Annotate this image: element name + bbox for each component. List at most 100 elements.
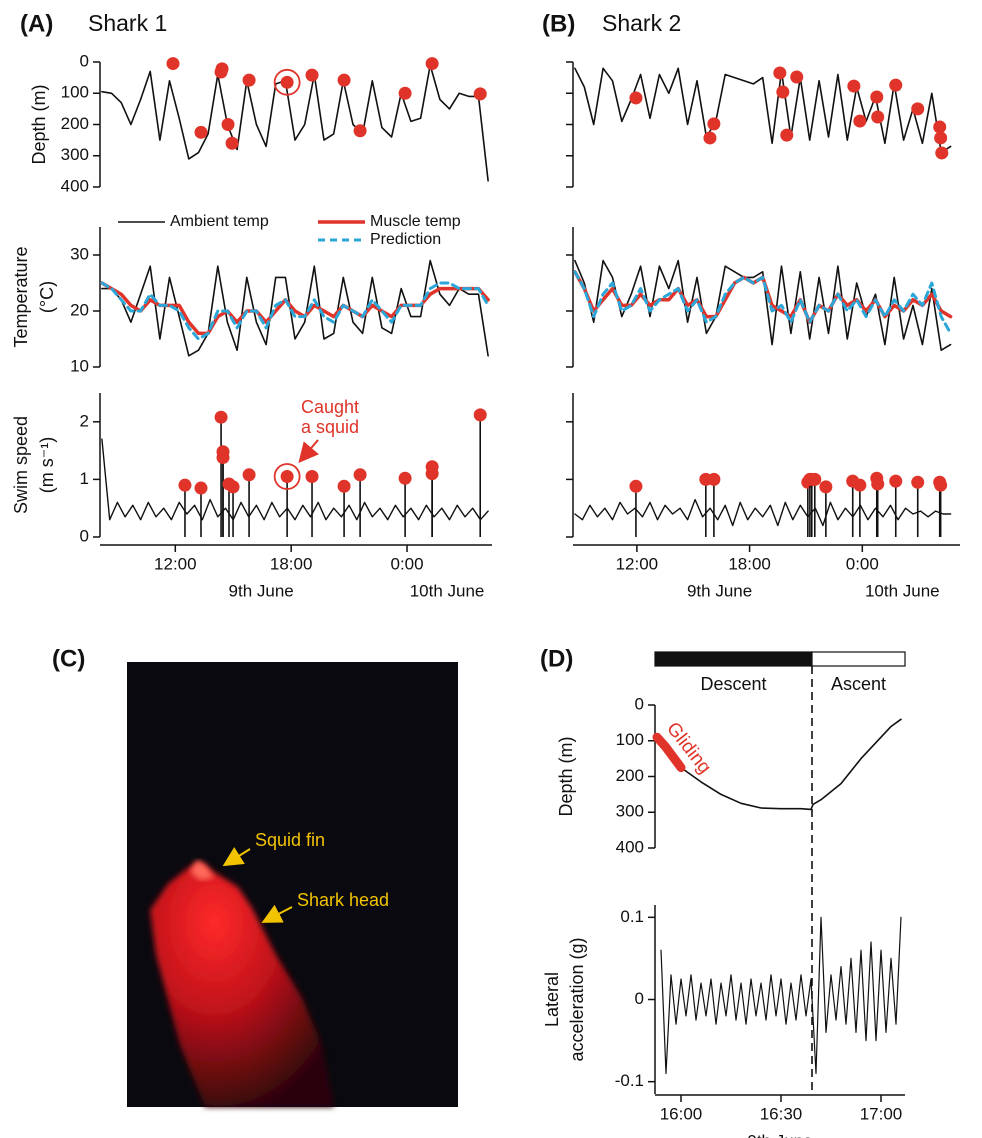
y-axis-label: Temperature <box>11 246 31 347</box>
series-line <box>574 67 952 154</box>
y-tick-label: 200 <box>616 766 644 785</box>
event-dot <box>194 481 208 495</box>
series-line <box>101 438 489 521</box>
series-line <box>573 270 953 335</box>
annotation: a squid <box>301 417 359 437</box>
event-dot <box>280 75 294 89</box>
y-tick-label: 400 <box>616 837 644 856</box>
y-tick-label: 300 <box>61 145 89 164</box>
event-dot <box>242 468 256 482</box>
legend-label: Muscle temp <box>370 213 461 230</box>
panel-label: (C) <box>52 645 85 672</box>
event-dot <box>337 73 351 87</box>
y-axis-label: acceleration (g) <box>567 937 587 1061</box>
y-axis-label: (°C) <box>37 281 57 313</box>
event-dot <box>337 479 351 493</box>
event-dot <box>353 124 367 138</box>
y-axis-label: Lateral <box>542 972 562 1027</box>
y-tick-label: 100 <box>616 730 644 749</box>
event-dot <box>305 68 319 82</box>
date-label: 10th June <box>865 581 940 600</box>
event-dot <box>242 73 256 87</box>
y-tick-label: 0 <box>635 989 644 1008</box>
y-axis-label: (m s⁻¹) <box>37 437 57 493</box>
panel-title: Shark 2 <box>602 10 681 36</box>
event-dot <box>629 91 643 105</box>
event-dot <box>353 468 367 482</box>
event-dot <box>215 62 229 76</box>
y-tick-label: 100 <box>61 83 89 102</box>
y-tick-label: 0 <box>635 694 644 713</box>
series-line <box>574 498 952 527</box>
photo-annotation: Shark head <box>297 890 389 910</box>
legend-label: Ambient temp <box>170 213 269 230</box>
photo-panel: (C) Squid fin Shark head <box>52 645 458 1107</box>
highlight-ring <box>273 68 301 96</box>
event-dot <box>703 131 717 145</box>
event-dot <box>790 70 804 84</box>
event-dot <box>933 120 947 134</box>
event-dot <box>934 478 948 492</box>
phase-label: Ascent <box>831 674 886 694</box>
phase-bar <box>811 651 906 667</box>
panel-label: (D) <box>540 645 573 672</box>
event-dot <box>853 114 867 128</box>
y-tick-label: 1 <box>80 469 89 488</box>
y-axis-label: Swim speed <box>11 416 31 514</box>
panel-label: (A) <box>20 10 53 37</box>
y-tick-label: 20 <box>70 300 89 319</box>
event-dot <box>773 66 787 80</box>
event-dot <box>398 86 412 100</box>
event-dot <box>847 79 861 93</box>
annotation-arrow <box>298 439 319 464</box>
event-dot <box>225 136 239 150</box>
series-line <box>101 64 489 182</box>
series-line <box>652 732 686 773</box>
event-dot <box>178 478 192 492</box>
y-tick-label: 30 <box>70 244 89 263</box>
event-dot <box>870 90 884 104</box>
series-line <box>656 718 902 811</box>
y-tick-label: 0.1 <box>620 907 644 926</box>
date-label: 9th June <box>747 1131 812 1138</box>
y-tick-label: 200 <box>61 114 89 133</box>
y-tick-label: 300 <box>616 802 644 821</box>
y-tick-label: 0 <box>80 51 89 70</box>
event-dot <box>226 480 240 494</box>
event-dot <box>871 110 885 124</box>
annotation-arrow <box>222 847 251 867</box>
event-dot <box>934 131 948 145</box>
event-dot <box>911 475 925 489</box>
event-dot <box>216 451 230 465</box>
event-dot <box>425 467 439 481</box>
y-tick-label: 2 <box>80 411 89 430</box>
event-dot <box>473 408 487 422</box>
event-dot <box>280 470 294 484</box>
x-tick-label: 17:00 <box>860 1104 903 1123</box>
x-tick-label: 18:00 <box>270 554 313 573</box>
x-tick-label: 12:00 <box>616 554 659 573</box>
event-dot <box>808 472 822 486</box>
phase-label: Descent <box>700 674 766 694</box>
event-dot <box>398 471 412 485</box>
phase-bar <box>654 651 813 667</box>
shark-head <box>150 861 334 1107</box>
y-tick-label: 10 <box>70 356 89 375</box>
event-dot <box>889 474 903 488</box>
event-dot <box>780 128 794 142</box>
event-dot <box>473 87 487 101</box>
x-tick-label: 16:30 <box>760 1104 803 1123</box>
series-line <box>100 281 490 341</box>
event-dot <box>707 117 721 131</box>
panel-label: (B) <box>542 10 575 37</box>
y-tick-label: 400 <box>61 176 89 195</box>
event-dot <box>935 146 949 160</box>
event-dot <box>911 102 925 116</box>
series-line <box>101 259 489 357</box>
event-dot <box>166 57 180 71</box>
event-dot <box>214 410 228 424</box>
series-line <box>660 916 902 1075</box>
annotation-arrow <box>261 904 293 923</box>
series-line <box>574 259 952 351</box>
